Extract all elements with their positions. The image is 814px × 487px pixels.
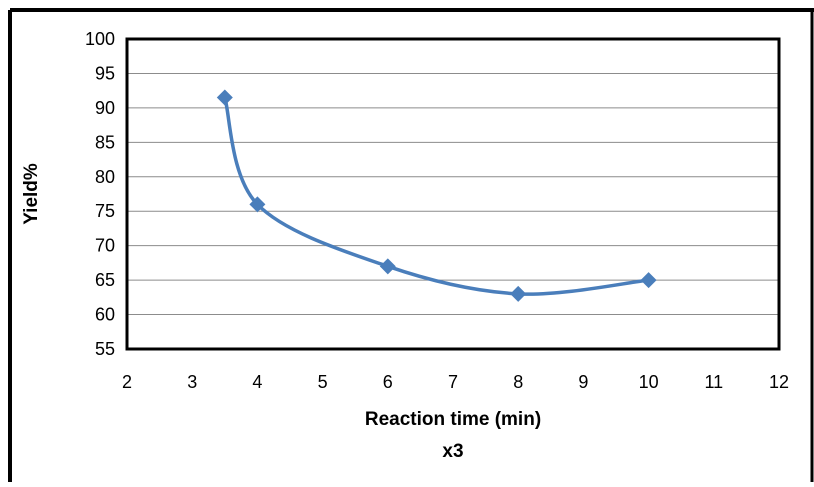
x-tick-label-5: 5: [318, 372, 328, 392]
series-line-0: [223, 95, 651, 296]
x-tick-label-9: 9: [578, 372, 588, 392]
x-tick-label-7: 7: [448, 372, 458, 392]
x-tick-label-10: 10: [639, 372, 659, 392]
y-tick-label-85: 85: [95, 132, 115, 152]
y-axis-title: Yield%: [21, 163, 42, 225]
y-tick-label-55: 55: [95, 339, 115, 359]
data-point-x3.5-y91.5: [216, 89, 233, 106]
series-layer: [216, 89, 657, 302]
x-axis-ticks: 2 3 4 5 6 7 8 9 10 11 12: [122, 372, 789, 392]
y-tick-label-100: 100: [85, 29, 115, 49]
data-point-x10-y65: [640, 272, 657, 289]
x-axis-title: Reaction time (min): [365, 409, 541, 430]
y-tick-label-60: 60: [95, 305, 115, 325]
x-tick-label-6: 6: [383, 372, 393, 392]
x-tick-label-2: 2: [122, 372, 132, 392]
y-tick-label-80: 80: [95, 167, 115, 187]
x-tick-label-3: 3: [187, 372, 197, 392]
data-point-x8-y63: [510, 285, 527, 302]
x-tick-label-4: 4: [252, 372, 262, 392]
x-axis-subtitle: x3: [442, 441, 463, 462]
x-tick-label-12: 12: [769, 372, 789, 392]
data-point-x6-y67: [379, 258, 396, 275]
x-tick-label-11: 11: [704, 372, 723, 392]
y-tick-label-90: 90: [95, 98, 115, 118]
y-tick-label-75: 75: [95, 201, 115, 221]
y-tick-label-65: 65: [95, 270, 115, 290]
data-point-x4-y76: [249, 196, 266, 213]
x-tick-label-8: 8: [513, 372, 523, 392]
gridlines: [127, 72, 779, 316]
plot-area-border: [125, 37, 781, 351]
y-tick-label-95: 95: [95, 63, 115, 83]
y-tick-label-70: 70: [95, 236, 115, 256]
y-axis-ticks: 55 60 65 70 75 80 85 90 95 100: [85, 29, 115, 359]
